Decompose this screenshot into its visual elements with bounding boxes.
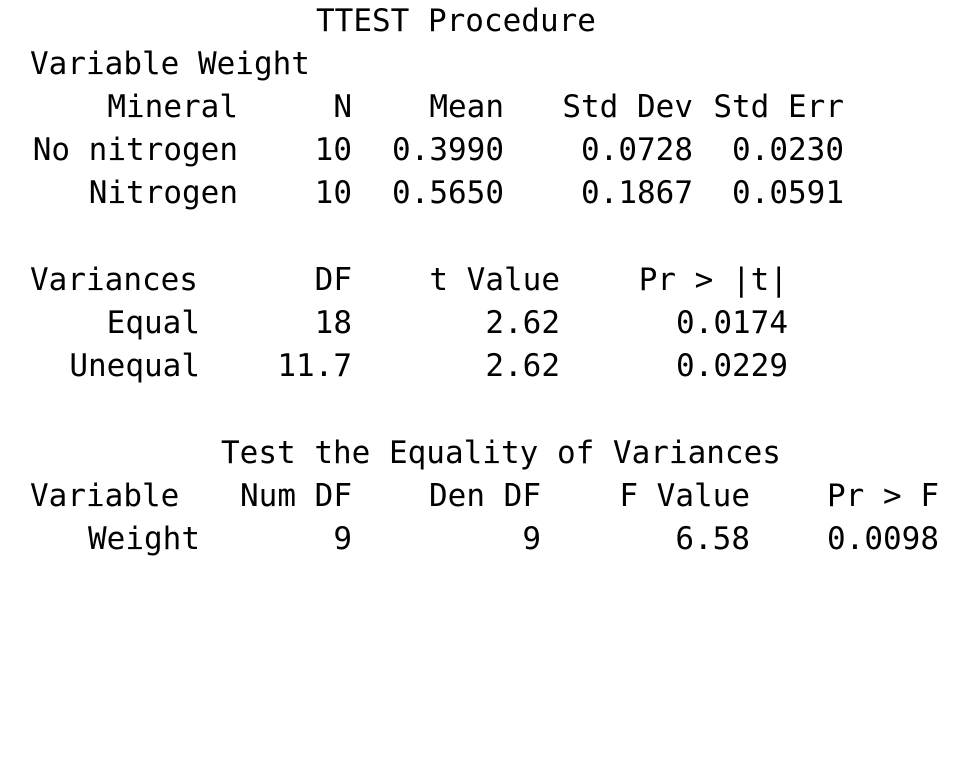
- cell-pr-f: 0.0098: [827, 521, 939, 557]
- cell-f-value: 6.58: [675, 521, 750, 557]
- header-den-df: Den DF: [429, 478, 541, 514]
- cell-std-dev: 0.1867: [581, 175, 693, 211]
- cell-n: 10: [314, 132, 352, 168]
- procedure-title: TTEST Procedure: [316, 3, 596, 39]
- cell-df: 11.7: [277, 348, 352, 384]
- cell-mineral: Nitrogen: [88, 175, 238, 211]
- cell-pr-t: 0.0229: [676, 348, 788, 384]
- header-n: N: [333, 89, 352, 125]
- cell-variable: Weight: [88, 521, 200, 557]
- header-variable: Variable: [30, 478, 180, 514]
- cell-t-value: 2.62: [485, 348, 560, 384]
- cell-std-dev: 0.0728: [581, 132, 693, 168]
- cell-std-err: 0.0230: [732, 132, 844, 168]
- table-row: Equal 18 2.62 0.0174: [0, 302, 956, 345]
- header-variances: Variances: [30, 262, 198, 298]
- header-num-df: Num DF: [240, 478, 352, 514]
- cell-n: 10: [314, 175, 352, 211]
- ttest-table-header: Variances DF t Value Pr > |t|: [0, 259, 956, 302]
- equality-title-line: Test the Equality of Variances: [0, 432, 956, 475]
- output-title-line: TTEST Procedure: [0, 0, 956, 43]
- cell-pr-t: 0.0174: [676, 305, 788, 341]
- cell-mineral: No nitrogen: [32, 132, 238, 168]
- header-pr-f: Pr > F: [827, 478, 939, 514]
- equality-section-title: Test the Equality of Variances: [221, 435, 781, 471]
- variable-line: Variable Weight: [0, 43, 956, 86]
- equality-table-header: Variable Num DF Den DF F Value Pr > F: [0, 475, 956, 518]
- table-row: Unequal 11.7 2.62 0.0229: [0, 345, 956, 388]
- cell-variances: Equal: [106, 305, 200, 341]
- cell-mean: 0.5650: [392, 175, 504, 211]
- header-f-value: F Value: [619, 478, 750, 514]
- cell-mean: 0.3990: [392, 132, 504, 168]
- cell-num-df: 9: [333, 521, 352, 557]
- sas-output-page: { "title": "TTEST Procedure", "variable_…: [0, 0, 956, 561]
- header-std-dev: Std Dev: [562, 89, 693, 125]
- table-row: Weight 9 9 6.58 0.0098: [0, 518, 956, 561]
- header-mineral: Mineral: [107, 89, 238, 125]
- stats-table-header: Mineral N Mean Std Dev Std Err: [0, 86, 956, 129]
- cell-t-value: 2.62: [485, 305, 560, 341]
- table-row: Nitrogen 10 0.5650 0.1867 0.0591: [0, 172, 956, 215]
- header-t-value: t Value: [429, 262, 560, 298]
- cell-variances: Unequal: [69, 348, 200, 384]
- table-row: No nitrogen 10 0.3990 0.0728 0.0230: [0, 129, 956, 172]
- variable-label: Variable Weight: [30, 46, 310, 82]
- cell-df: 18: [314, 305, 352, 341]
- header-std-err: Std Err: [713, 89, 844, 125]
- cell-den-df: 9: [522, 521, 541, 557]
- cell-std-err: 0.0591: [732, 175, 844, 211]
- header-df: DF: [314, 262, 352, 298]
- header-pr-t: Pr > |t|: [638, 262, 788, 298]
- header-mean: Mean: [429, 89, 504, 125]
